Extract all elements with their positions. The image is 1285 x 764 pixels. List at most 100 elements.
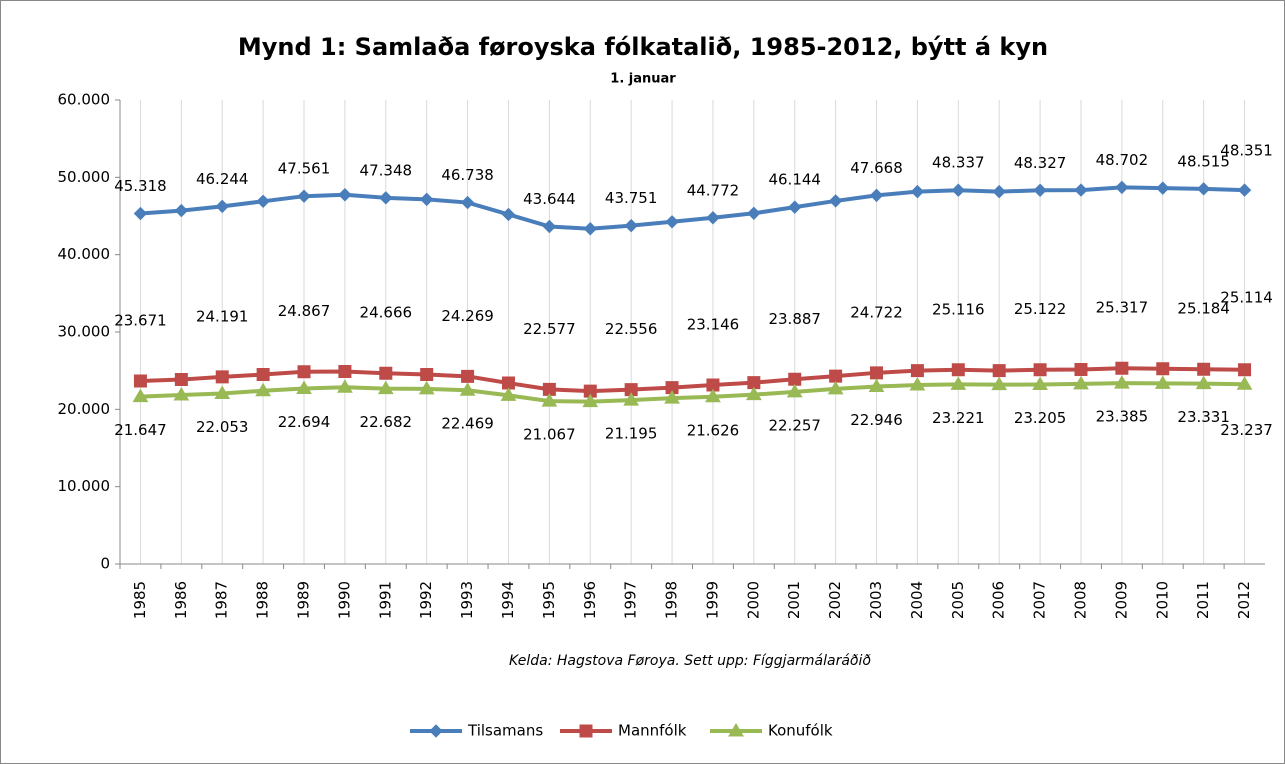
data-label: 47.348 — [360, 161, 413, 179]
y-tick-label: 0 — [100, 555, 110, 573]
data-point — [1032, 376, 1048, 391]
series-line — [140, 366, 1245, 394]
data-label: 46.244 — [196, 170, 249, 188]
data-point — [174, 203, 189, 218]
data-point — [133, 374, 147, 388]
data-point — [828, 194, 843, 208]
data-point — [1236, 376, 1253, 390]
data-point — [459, 382, 476, 396]
data-label: 22.257 — [768, 416, 821, 434]
x-tick-label: 2006 — [990, 581, 1008, 619]
data-point — [1156, 181, 1170, 195]
y-tick-label: 30.000 — [58, 323, 111, 341]
data-point — [1073, 375, 1089, 390]
data-point — [788, 372, 802, 386]
data-point — [1195, 375, 1212, 390]
data-label: 23.205 — [1014, 409, 1067, 427]
data-label: 48.515 — [1177, 152, 1230, 170]
chart-subtitle: 1. januar — [610, 72, 676, 87]
legend-label: Mannfólk — [618, 722, 687, 740]
data-point — [624, 383, 638, 397]
x-tick-label: 1986 — [172, 581, 190, 619]
data-point — [1033, 363, 1047, 377]
data-label: 46.144 — [768, 171, 821, 189]
data-label: 23.146 — [687, 316, 740, 334]
data-label: 24.269 — [441, 307, 494, 325]
data-point — [788, 200, 802, 214]
data-label: 25.116 — [932, 300, 985, 318]
legend-marker — [579, 724, 593, 738]
data-point — [174, 373, 188, 387]
x-tick-label: 2012 — [1235, 581, 1253, 619]
x-tick-label: 1991 — [376, 581, 394, 619]
data-point — [1154, 375, 1171, 389]
data-point — [1197, 362, 1211, 376]
data-label: 48.337 — [932, 154, 985, 172]
x-tick-label: 1999 — [703, 581, 721, 619]
data-point — [747, 206, 761, 221]
data-label: 22.469 — [441, 415, 494, 433]
data-point — [297, 189, 311, 203]
data-point — [992, 364, 1006, 378]
data-label: 25.184 — [1177, 300, 1230, 318]
data-point — [909, 376, 926, 391]
data-point — [133, 206, 148, 221]
data-point — [297, 365, 311, 379]
series-line — [140, 185, 1245, 231]
data-point — [501, 376, 515, 390]
data-label: 43.644 — [523, 190, 576, 208]
data-label: 22.577 — [523, 320, 576, 338]
data-label: 21.195 — [605, 425, 658, 443]
data-point — [624, 218, 638, 233]
data-label: 23.385 — [1096, 408, 1149, 426]
data-point — [705, 388, 721, 403]
data-point — [910, 364, 924, 378]
data-point — [1115, 361, 1129, 375]
data-point — [665, 381, 679, 395]
data-point — [868, 378, 885, 393]
data-point — [1114, 375, 1130, 389]
x-tick-label: 1997 — [622, 581, 640, 619]
data-label: 22.556 — [605, 320, 658, 338]
data-point — [420, 368, 434, 382]
x-tick-label: 2005 — [949, 581, 967, 619]
data-point — [582, 393, 599, 408]
data-label: 43.751 — [605, 189, 658, 207]
data-label: 48.351 — [1220, 142, 1273, 160]
data-point — [215, 370, 229, 384]
data-point — [419, 192, 434, 207]
y-tick-label: 20.000 — [58, 400, 111, 418]
x-tick-label: 2003 — [867, 581, 885, 619]
x-tick-label: 2000 — [744, 581, 762, 619]
source-note: Kelda: Hagstova Føroya. Sett upp: Fíggja… — [509, 653, 871, 669]
x-tick-label: 1987 — [213, 581, 231, 619]
data-point — [542, 219, 557, 234]
data-point — [583, 222, 597, 236]
y-tick-label: 50.000 — [58, 168, 111, 186]
data-label: 22.053 — [196, 418, 249, 436]
data-point — [1238, 363, 1252, 377]
data-point — [623, 392, 640, 406]
data-label: 24.191 — [196, 307, 249, 325]
series-line — [140, 381, 1245, 404]
data-point — [870, 366, 884, 380]
data-label: 21.067 — [523, 426, 576, 444]
data-label: 21.626 — [687, 421, 740, 439]
x-tick-label: 1995 — [540, 581, 558, 619]
y-tick-label: 10.000 — [58, 477, 111, 495]
data-point — [951, 363, 965, 377]
data-point — [215, 199, 229, 214]
x-tick-label: 1985 — [131, 581, 149, 619]
data-label: 48.702 — [1096, 151, 1149, 169]
x-tick-label: 1989 — [295, 581, 313, 619]
data-point — [418, 380, 435, 395]
data-label: 25.122 — [1014, 300, 1067, 318]
x-tick-label: 2002 — [826, 581, 844, 619]
data-point — [255, 382, 271, 397]
data-label: 23.887 — [768, 310, 821, 328]
data-point — [338, 188, 352, 202]
data-point — [377, 380, 394, 395]
data-label: 22.694 — [278, 413, 331, 431]
data-label: 24.722 — [850, 303, 903, 321]
